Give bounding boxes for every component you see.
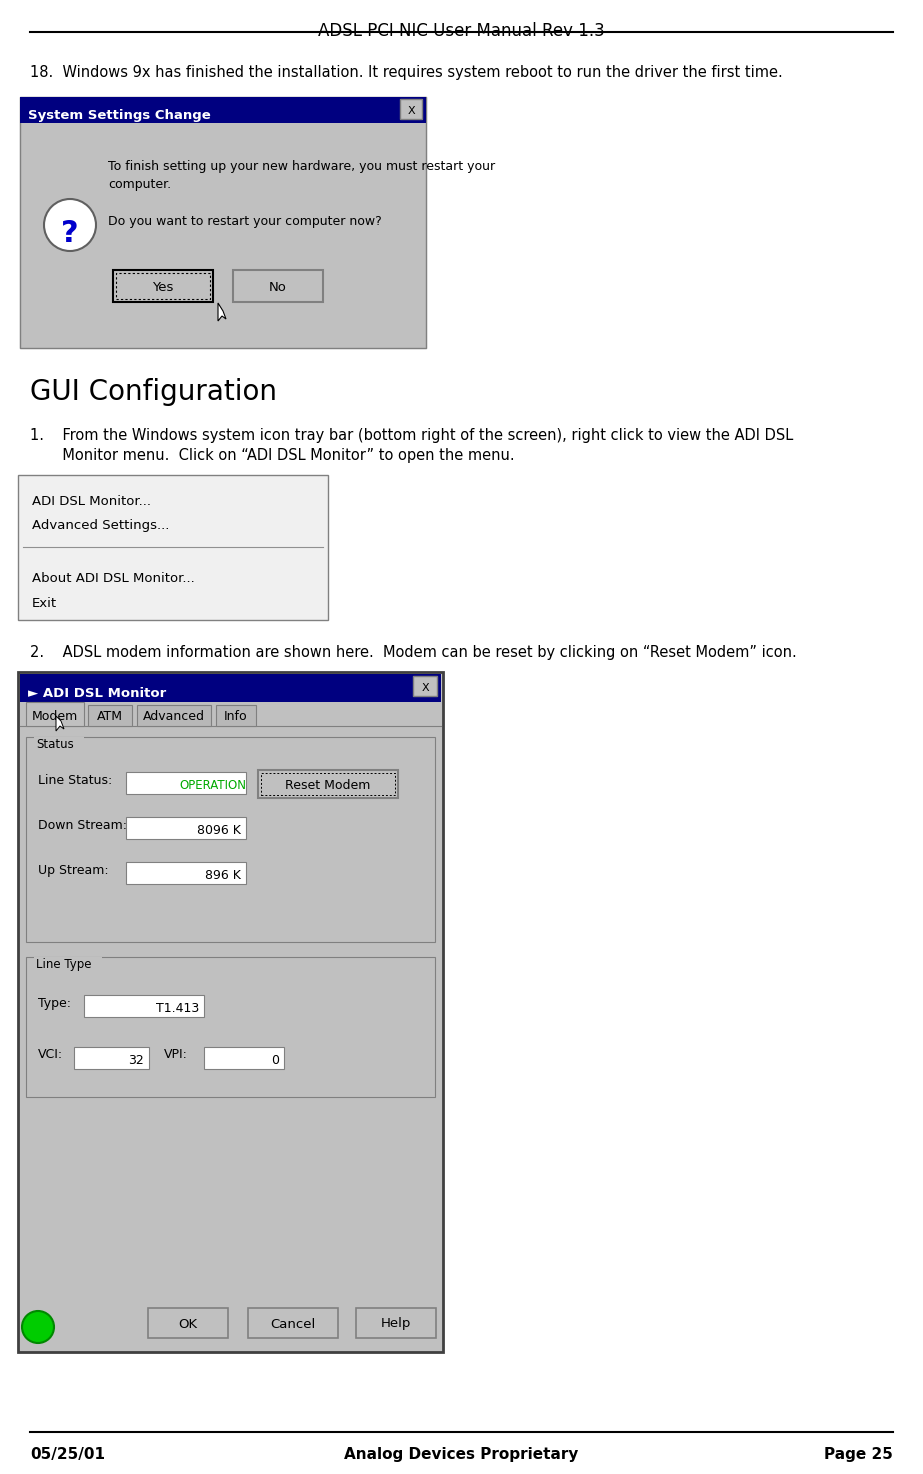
Bar xyxy=(356,1307,436,1338)
Text: Cancel: Cancel xyxy=(270,1318,316,1331)
Text: ?: ? xyxy=(61,218,78,248)
Text: 05/25/01: 05/25/01 xyxy=(30,1446,105,1462)
Bar xyxy=(88,705,132,727)
Text: GUI Configuration: GUI Configuration xyxy=(30,377,277,405)
Text: X: X xyxy=(421,682,429,693)
Bar xyxy=(413,677,437,696)
Text: 896 K: 896 K xyxy=(205,868,241,881)
Text: 0: 0 xyxy=(271,1054,279,1067)
Bar xyxy=(258,769,398,797)
Text: 32: 32 xyxy=(128,1054,144,1067)
Text: OPERATION: OPERATION xyxy=(179,778,246,792)
Text: Advanced: Advanced xyxy=(143,709,205,722)
Bar xyxy=(26,737,435,942)
Polygon shape xyxy=(56,716,64,731)
Text: System Settings Change: System Settings Change xyxy=(28,109,210,121)
Bar xyxy=(148,1307,228,1338)
Bar xyxy=(204,1047,284,1069)
Text: ADI DSL Monitor...: ADI DSL Monitor... xyxy=(32,494,151,507)
Bar xyxy=(116,273,210,299)
Text: computer.: computer. xyxy=(108,178,171,192)
Bar xyxy=(113,270,213,302)
Bar xyxy=(126,817,246,839)
Text: Exit: Exit xyxy=(32,597,57,610)
Text: Help: Help xyxy=(381,1318,411,1331)
Bar xyxy=(18,672,443,1352)
Bar xyxy=(74,1047,149,1069)
Bar xyxy=(18,475,328,621)
Text: VPI:: VPI: xyxy=(164,1048,188,1061)
Bar xyxy=(20,674,441,702)
Text: ATM: ATM xyxy=(97,709,123,722)
Text: Line Type: Line Type xyxy=(36,958,91,971)
Text: Modem: Modem xyxy=(32,709,78,722)
Text: 2.    ADSL modem information are shown here.  Modem can be reset by clicking on : 2. ADSL modem information are shown here… xyxy=(30,646,797,660)
Circle shape xyxy=(22,1310,54,1343)
Text: 1.    From the Windows system icon tray bar (bottom right of the screen), right : 1. From the Windows system icon tray bar… xyxy=(30,427,793,444)
Bar xyxy=(216,705,256,727)
Text: OK: OK xyxy=(178,1318,198,1331)
Text: T1.413: T1.413 xyxy=(156,1001,199,1014)
Bar xyxy=(26,702,84,727)
Bar xyxy=(34,737,84,749)
Text: VCI:: VCI: xyxy=(38,1048,63,1061)
Text: Up Stream:: Up Stream: xyxy=(38,864,109,877)
Text: ► ADI DSL Monitor: ► ADI DSL Monitor xyxy=(28,687,166,700)
Bar xyxy=(248,1307,338,1338)
Text: Line Status:: Line Status: xyxy=(38,774,113,787)
Text: ADSL PCI NIC User Manual Rev 1.3: ADSL PCI NIC User Manual Rev 1.3 xyxy=(318,22,605,40)
Text: No: No xyxy=(270,280,287,293)
Text: Page 25: Page 25 xyxy=(824,1446,893,1462)
Circle shape xyxy=(44,199,96,251)
Bar xyxy=(233,270,323,302)
Text: 18.  Windows 9x has finished the installation. It requires system reboot to run : 18. Windows 9x has finished the installa… xyxy=(30,65,783,80)
Text: Advanced Settings...: Advanced Settings... xyxy=(32,519,170,532)
Bar xyxy=(400,99,422,119)
Bar xyxy=(34,957,102,968)
Polygon shape xyxy=(218,304,226,321)
Text: Down Stream:: Down Stream: xyxy=(38,818,127,831)
Text: X: X xyxy=(407,106,414,116)
Bar xyxy=(261,772,395,794)
Text: 8096 K: 8096 K xyxy=(198,824,241,837)
Bar xyxy=(18,94,428,349)
Bar xyxy=(84,995,204,1017)
Bar xyxy=(26,957,435,1097)
Text: To finish setting up your new hardware, you must restart your: To finish setting up your new hardware, … xyxy=(108,161,495,172)
Bar xyxy=(126,862,246,884)
Bar xyxy=(126,772,246,794)
Text: Info: Info xyxy=(224,709,247,722)
Text: Yes: Yes xyxy=(152,280,174,293)
Text: Monitor menu.  Click on “ADI DSL Monitor” to open the menu.: Monitor menu. Click on “ADI DSL Monitor”… xyxy=(30,448,515,463)
Text: Reset Modem: Reset Modem xyxy=(285,778,371,792)
Text: Do you want to restart your computer now?: Do you want to restart your computer now… xyxy=(108,215,382,228)
Bar xyxy=(20,97,426,348)
Bar xyxy=(20,97,426,122)
Text: Status: Status xyxy=(36,738,74,750)
Text: About ADI DSL Monitor...: About ADI DSL Monitor... xyxy=(32,572,195,585)
Text: Analog Devices Proprietary: Analog Devices Proprietary xyxy=(344,1446,579,1462)
Bar xyxy=(137,705,211,727)
Text: Type:: Type: xyxy=(38,996,71,1010)
